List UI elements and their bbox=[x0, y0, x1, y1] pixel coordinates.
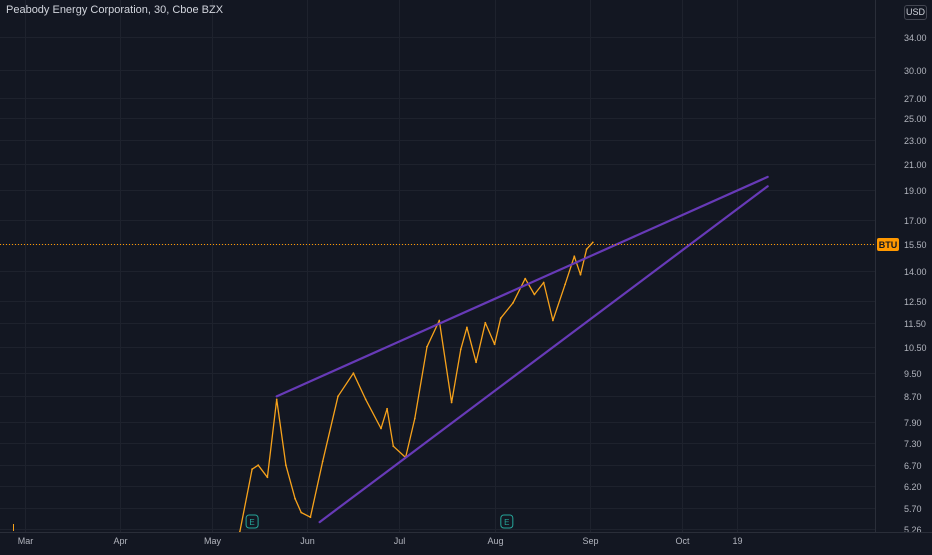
time-tick-label: Mar bbox=[18, 536, 34, 546]
price-tick-label: 9.50 bbox=[904, 369, 922, 379]
price-point bbox=[499, 317, 502, 320]
symbol-title[interactable]: Peabody Energy Corporation, 30, Cboe BZX bbox=[6, 4, 224, 16]
price-point bbox=[386, 407, 388, 410]
time-tick-label: Jun bbox=[300, 536, 315, 546]
time-tick-label: May bbox=[204, 536, 222, 546]
price-tick-label: 8.70 bbox=[904, 392, 922, 402]
price-point bbox=[364, 398, 367, 401]
price-point bbox=[524, 277, 527, 280]
price-tick-label: 6.20 bbox=[904, 482, 922, 492]
price-tick-label: 10.50 bbox=[904, 343, 927, 353]
price-point bbox=[380, 427, 382, 430]
price-point bbox=[493, 343, 496, 346]
price-tick-label: 14.00 bbox=[904, 267, 927, 277]
trendline-lower[interactable] bbox=[318, 185, 769, 524]
price-tick-label: 17.00 bbox=[904, 216, 927, 226]
price-tick-label: 25.00 bbox=[904, 114, 927, 124]
time-tick-label: Aug bbox=[487, 536, 503, 546]
price-point bbox=[294, 497, 296, 500]
price-point bbox=[459, 348, 462, 351]
price-point bbox=[466, 326, 468, 329]
price-point bbox=[579, 273, 582, 276]
price-point bbox=[591, 241, 594, 244]
price-scale[interactable]: 34.00 30.00 27.00 25.00 23.00 21.00 19.00 17.00… bbox=[875, 0, 932, 550]
price-tick-label: 7.30 bbox=[904, 439, 922, 449]
price-tick-label: 21.00 bbox=[904, 160, 927, 170]
price-point bbox=[573, 255, 576, 258]
earnings-marker-box bbox=[245, 514, 259, 529]
price-point bbox=[585, 248, 588, 251]
price-point bbox=[484, 321, 487, 324]
time-scale[interactable]: Mar Apr May Jun Jul Aug Sep Oct 19 bbox=[0, 532, 932, 547]
time-tick-label: 19 bbox=[732, 536, 742, 546]
time-tick-label: Jul bbox=[394, 536, 406, 546]
time-tick-label: Oct bbox=[675, 536, 690, 546]
price-tick-label: 11.50 bbox=[904, 319, 926, 329]
earnings-marker-label: E bbox=[249, 518, 254, 527]
price-point bbox=[533, 293, 536, 296]
price-point bbox=[285, 464, 287, 467]
last-price-label: BTU bbox=[879, 240, 898, 250]
price-scale-background bbox=[875, 0, 932, 550]
price-point bbox=[275, 398, 278, 401]
price-point bbox=[321, 460, 324, 463]
price-point bbox=[352, 372, 355, 375]
plot-area bbox=[13, 241, 594, 533]
price-point bbox=[542, 281, 545, 284]
price-point bbox=[552, 319, 554, 322]
price-point bbox=[450, 401, 453, 404]
price-tick-label: 12.50 bbox=[904, 297, 927, 307]
earnings-event-marker[interactable]: E bbox=[500, 514, 514, 529]
earnings-event-marker[interactable]: E bbox=[245, 514, 259, 529]
time-tick-label: Apr bbox=[113, 536, 127, 546]
price-point bbox=[257, 464, 260, 467]
price-tick-label: 27.00 bbox=[904, 94, 927, 104]
earnings-marker-label: E bbox=[504, 518, 509, 527]
price-point bbox=[512, 302, 514, 304]
price-tick-label: 23.00 bbox=[904, 136, 927, 146]
trendline-upper[interactable] bbox=[275, 175, 769, 398]
price-point bbox=[475, 361, 477, 364]
price-tick-label: 6.70 bbox=[904, 461, 922, 471]
price-tick-label: 15.50 bbox=[904, 240, 927, 250]
price-tick-label: 19.00 bbox=[904, 186, 927, 196]
price-point bbox=[426, 345, 428, 348]
price-point bbox=[300, 511, 303, 514]
price-point bbox=[392, 445, 395, 448]
currency-button[interactable]: USD bbox=[904, 5, 927, 20]
earnings-marker-box bbox=[500, 514, 514, 529]
price-tick-label: 7.90 bbox=[904, 418, 922, 428]
price-point bbox=[413, 417, 416, 420]
last-price-label-box bbox=[877, 238, 899, 251]
price-point bbox=[251, 468, 254, 471]
price-tick-label: 30.00 bbox=[904, 66, 927, 76]
price-point bbox=[309, 516, 312, 519]
price-tick-label: 34.00 bbox=[904, 33, 927, 43]
price-point bbox=[266, 476, 269, 479]
price-tick-label: 5.26 bbox=[904, 525, 922, 535]
time-tick-label: Sep bbox=[582, 536, 598, 546]
price-tick-label: 5.70 bbox=[904, 504, 922, 514]
price-point bbox=[337, 395, 339, 398]
price-point bbox=[438, 319, 441, 322]
grid bbox=[0, 0, 875, 532]
price-point bbox=[564, 283, 566, 286]
